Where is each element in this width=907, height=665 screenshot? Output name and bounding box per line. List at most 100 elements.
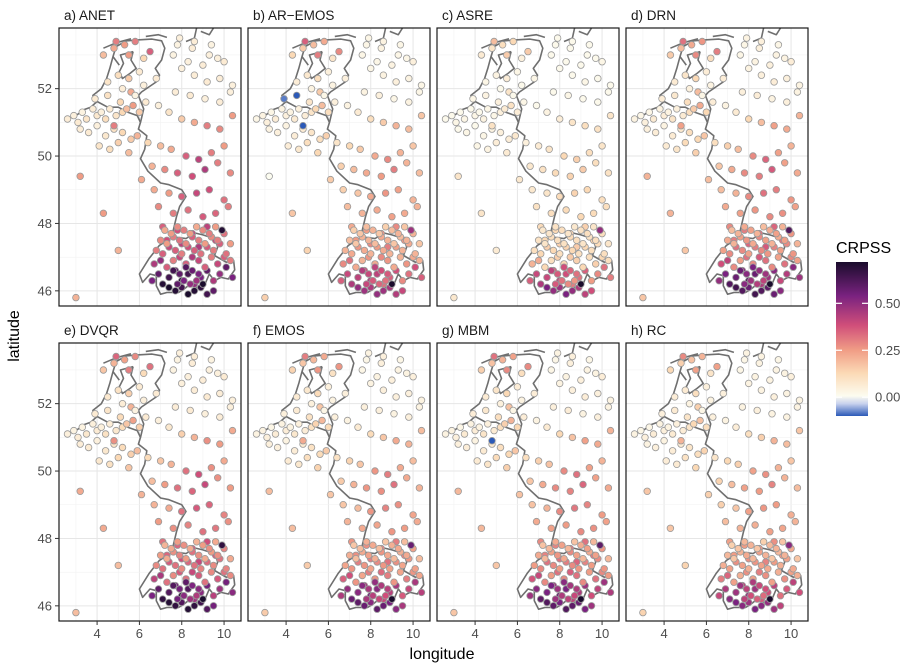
station-point [479, 132, 488, 140]
station-point [271, 430, 280, 438]
station-point [362, 41, 371, 49]
x-axis-label: longitude [410, 646, 475, 663]
station-point [764, 565, 772, 573]
station-point [723, 457, 732, 465]
station-point [558, 277, 566, 285]
station-point [768, 95, 776, 103]
border-line [118, 365, 137, 395]
station-point [553, 34, 562, 42]
station-point [541, 239, 549, 248]
x-tick-label: 8 [745, 626, 752, 641]
station-point [776, 246, 785, 255]
station-point [114, 138, 122, 147]
station-point [116, 413, 125, 421]
station-point [570, 538, 579, 546]
station-point [681, 246, 689, 255]
station-point [783, 440, 791, 448]
station-point [388, 280, 396, 288]
station-point [165, 273, 173, 282]
station-point [125, 74, 133, 83]
station-point [226, 571, 235, 580]
station-point [581, 290, 589, 298]
station-point [564, 91, 572, 100]
station-point [566, 44, 574, 52]
station-point [362, 356, 371, 364]
station-point [148, 592, 156, 600]
station-point [490, 111, 498, 120]
station-point [161, 480, 169, 489]
station-point [70, 426, 78, 435]
station-point [293, 406, 301, 415]
station-point [99, 51, 108, 59]
station-point [726, 280, 734, 288]
station-point [753, 91, 761, 100]
station-point [369, 277, 377, 285]
station-point [594, 98, 602, 106]
station-point [488, 121, 496, 130]
x-tick-label: 8 [367, 626, 374, 641]
station-point [795, 111, 804, 120]
station-point [492, 246, 500, 255]
station-point [475, 108, 483, 116]
station-point [681, 561, 689, 570]
station-point [585, 253, 594, 261]
station-point [762, 571, 770, 580]
station-point [331, 98, 339, 106]
x-tick-label: 6 [136, 626, 143, 641]
station-point [358, 366, 366, 374]
station-point [783, 125, 791, 133]
station-point [379, 37, 388, 46]
station-point [392, 78, 400, 86]
station-point [713, 362, 721, 371]
station-point [781, 260, 789, 268]
station-point [388, 61, 396, 69]
station-point [345, 551, 354, 559]
station-point [687, 356, 696, 364]
station-point [173, 595, 182, 603]
station-point [467, 105, 475, 113]
station-point [530, 246, 538, 255]
x-tick-label: 8 [178, 626, 185, 641]
station-point [726, 250, 734, 258]
station-point [751, 521, 759, 529]
border-line [679, 371, 687, 381]
station-point [570, 277, 579, 285]
station-point [99, 366, 108, 374]
station-point [692, 464, 700, 472]
station-point [766, 212, 774, 221]
station-point [774, 356, 783, 364]
station-point [409, 142, 417, 150]
station-point [320, 37, 328, 46]
station-point [403, 236, 411, 244]
station-point [377, 359, 385, 367]
station-point [662, 142, 670, 150]
station-point [577, 528, 585, 536]
station-point [518, 369, 526, 377]
station-point [307, 128, 316, 137]
station-point [545, 145, 553, 153]
station-point [556, 64, 564, 73]
station-point [156, 457, 165, 465]
station-point [194, 236, 203, 244]
station-point [694, 450, 702, 458]
station-point [749, 239, 757, 248]
station-point [288, 209, 297, 217]
station-point [534, 236, 543, 244]
station-point [604, 571, 613, 580]
station-point [95, 457, 103, 465]
station-point [303, 386, 311, 394]
station-point [673, 420, 681, 428]
station-point [228, 81, 237, 89]
station-point [152, 74, 160, 83]
station-point [398, 561, 407, 570]
station-point [606, 273, 615, 282]
station-point [681, 138, 689, 147]
station-point [373, 58, 381, 66]
station-point [776, 602, 785, 610]
station-point [388, 541, 396, 549]
station-point [781, 236, 789, 244]
station-point [715, 162, 723, 170]
station-point [778, 538, 787, 546]
station-point [740, 223, 749, 231]
station-point [350, 165, 358, 174]
